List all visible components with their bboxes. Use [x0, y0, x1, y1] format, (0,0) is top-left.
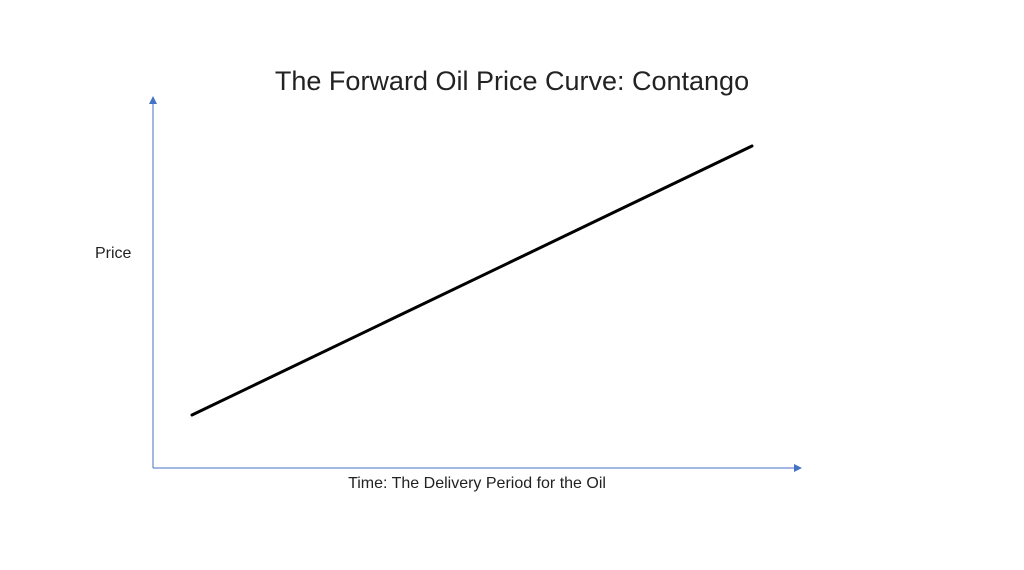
y-axis-label: Price: [95, 245, 132, 262]
page-title: The Forward Oil Price Curve: Contango: [274, 66, 750, 96]
x-axis-label: Time: The Delivery Period for the Oil: [348, 475, 606, 492]
contango-price-line: [190, 144, 754, 417]
